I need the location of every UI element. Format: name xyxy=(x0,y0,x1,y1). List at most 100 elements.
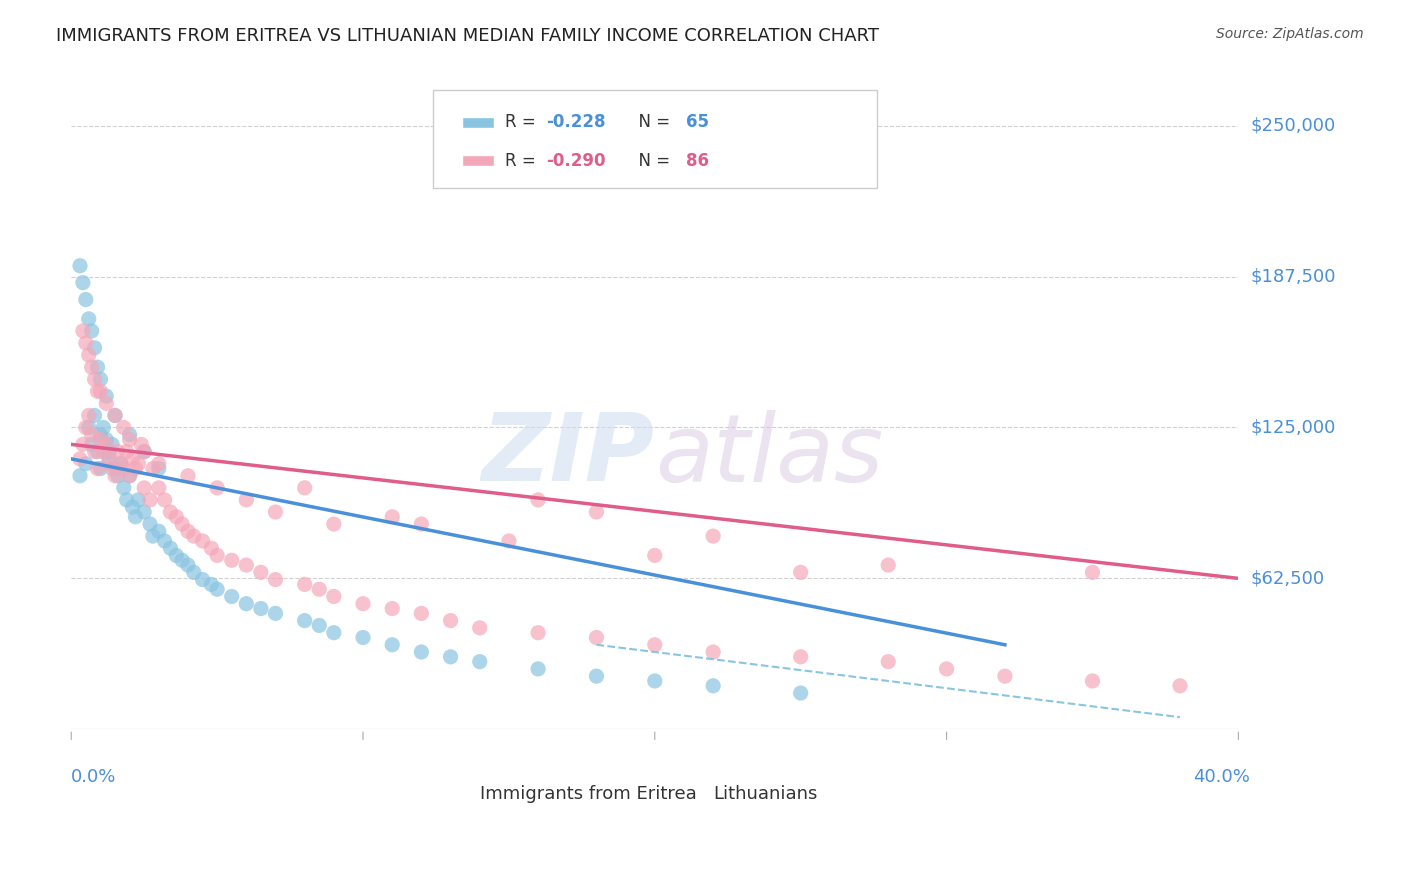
Point xyxy=(468,621,491,635)
Point xyxy=(308,582,330,597)
Point xyxy=(134,444,156,458)
Point xyxy=(468,655,491,669)
Point xyxy=(98,444,121,458)
Point xyxy=(121,500,143,515)
Point xyxy=(83,341,105,355)
Point xyxy=(235,597,257,611)
Text: Immigrants from Eritrea: Immigrants from Eritrea xyxy=(479,785,696,803)
Text: ZIP: ZIP xyxy=(482,409,655,501)
Point xyxy=(98,451,121,466)
Point xyxy=(294,614,316,628)
Point xyxy=(235,492,257,507)
Text: Source: ZipAtlas.com: Source: ZipAtlas.com xyxy=(1216,27,1364,41)
Point xyxy=(104,409,127,423)
Point xyxy=(127,457,149,471)
Point xyxy=(153,492,176,507)
Point xyxy=(183,529,205,543)
Point xyxy=(129,437,152,451)
Point xyxy=(381,509,404,524)
Point xyxy=(83,444,105,458)
Point xyxy=(702,645,724,659)
Point xyxy=(1081,566,1104,580)
Point xyxy=(264,573,287,587)
Point xyxy=(308,618,330,632)
Text: 0.0%: 0.0% xyxy=(72,768,117,787)
Point xyxy=(381,638,404,652)
Point xyxy=(110,457,132,471)
Point xyxy=(112,420,135,434)
Point xyxy=(221,590,243,604)
Point xyxy=(86,360,108,375)
Point xyxy=(250,566,273,580)
Point xyxy=(118,427,141,442)
Point xyxy=(118,433,141,447)
Text: Lithuanians: Lithuanians xyxy=(713,785,817,803)
Point xyxy=(644,673,666,688)
Point xyxy=(322,625,344,640)
Point xyxy=(205,481,228,495)
Point xyxy=(352,631,374,645)
Point xyxy=(191,573,214,587)
Point xyxy=(148,457,170,471)
Point xyxy=(80,437,103,451)
Point xyxy=(69,259,91,273)
Point xyxy=(139,492,162,507)
Point xyxy=(134,505,156,519)
Point xyxy=(165,549,187,563)
Point xyxy=(411,607,433,621)
Point xyxy=(644,549,666,563)
Point xyxy=(75,457,97,471)
Point xyxy=(235,558,257,573)
Point xyxy=(89,384,111,399)
Point xyxy=(250,601,273,615)
Point xyxy=(127,492,149,507)
Point xyxy=(77,348,100,362)
Point xyxy=(585,669,607,683)
Point xyxy=(75,420,97,434)
Point xyxy=(935,662,957,676)
Text: 65: 65 xyxy=(686,113,709,131)
Point xyxy=(72,324,94,338)
Point xyxy=(96,389,118,403)
Point xyxy=(86,384,108,399)
Point xyxy=(80,427,103,442)
Point xyxy=(352,597,374,611)
Text: N =: N = xyxy=(628,152,675,169)
Point xyxy=(77,409,100,423)
Point xyxy=(139,517,162,532)
Point xyxy=(89,433,111,447)
Point xyxy=(527,662,550,676)
Point xyxy=(77,311,100,326)
Point xyxy=(112,481,135,495)
Point xyxy=(264,505,287,519)
Point xyxy=(153,533,176,548)
Point xyxy=(101,437,124,451)
Text: 86: 86 xyxy=(686,152,709,169)
Point xyxy=(96,396,118,410)
Point xyxy=(177,468,200,483)
Point xyxy=(112,461,135,475)
Point xyxy=(172,517,194,532)
Point xyxy=(294,577,316,591)
Point xyxy=(159,541,181,556)
Point xyxy=(205,582,228,597)
Point xyxy=(104,409,127,423)
Point xyxy=(172,553,194,567)
Point xyxy=(72,437,94,451)
Point xyxy=(994,669,1017,683)
Point xyxy=(98,451,121,466)
Point xyxy=(148,524,170,539)
Point xyxy=(107,444,129,458)
Point xyxy=(69,468,91,483)
Point xyxy=(789,686,811,700)
FancyBboxPatch shape xyxy=(666,767,688,781)
Text: $250,000: $250,000 xyxy=(1250,117,1336,135)
Point xyxy=(124,461,146,475)
Point xyxy=(1081,673,1104,688)
Point xyxy=(585,505,607,519)
Point xyxy=(115,492,138,507)
Point xyxy=(200,541,222,556)
Text: $187,500: $187,500 xyxy=(1250,268,1336,285)
Point xyxy=(411,645,433,659)
Point xyxy=(121,451,143,466)
